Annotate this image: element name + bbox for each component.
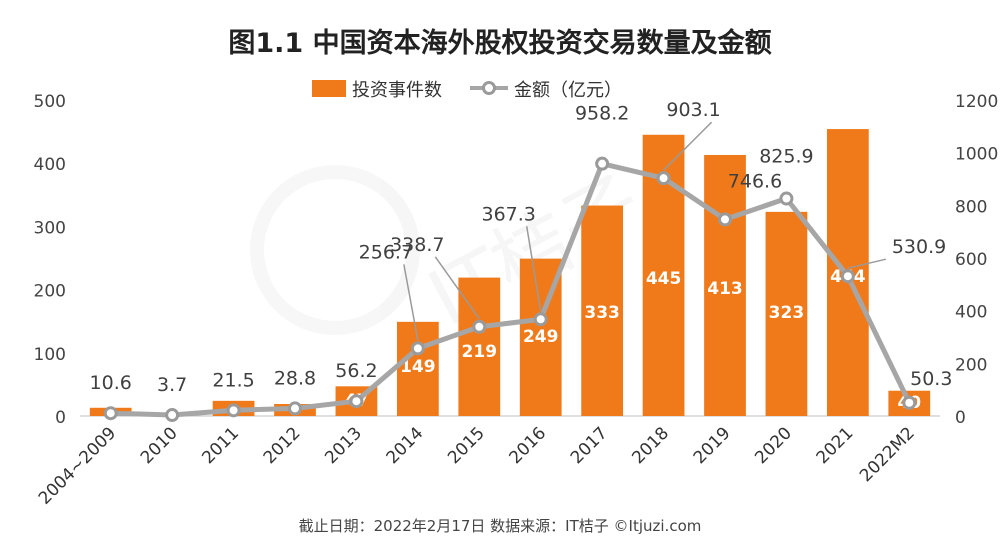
x-tick-label: 2011 bbox=[198, 423, 243, 468]
line-value-label: 56.2 bbox=[335, 360, 377, 382]
line-value-label: 903.1 bbox=[666, 99, 720, 121]
bar bbox=[581, 205, 624, 416]
line-point bbox=[595, 156, 610, 171]
bars: 4714921924933344541332345440 bbox=[89, 129, 931, 416]
bar-value-label: 413 bbox=[707, 279, 743, 299]
y-right-tick: 200 bbox=[955, 355, 987, 375]
x-tick-label: 2013 bbox=[321, 423, 366, 468]
legend: 投资事件数 金额（亿元） bbox=[312, 80, 622, 101]
line-value-label: 367.3 bbox=[482, 203, 536, 225]
legend-bar-label: 投资事件数 bbox=[352, 80, 442, 101]
x-tick-label: 2015 bbox=[444, 423, 489, 468]
x-tick-label: 2017 bbox=[567, 423, 612, 468]
bar-value-label: 249 bbox=[523, 327, 559, 347]
line-value-label: 530.9 bbox=[892, 236, 946, 258]
line-value-label: 746.6 bbox=[728, 170, 782, 192]
bar bbox=[704, 154, 746, 416]
line-series-path bbox=[110, 161, 912, 418]
y-left-tick: 100 bbox=[34, 345, 66, 365]
bar bbox=[458, 277, 501, 416]
bar-value-label: 323 bbox=[769, 303, 805, 323]
y-right-tick: 1200 bbox=[955, 92, 998, 112]
x-tick-label: 2018 bbox=[628, 423, 673, 468]
line-value-label: 3.7 bbox=[157, 374, 187, 396]
bar-value-label: 445 bbox=[646, 269, 682, 289]
line-point bbox=[410, 341, 425, 356]
x-tick-label: 2010 bbox=[137, 423, 182, 468]
x-tick-label: 2019 bbox=[690, 423, 735, 468]
y-right-tick: 0 bbox=[955, 408, 966, 428]
line-value-label: 256.7 bbox=[359, 241, 413, 263]
chart-title: 图1.1 中国资本海外股权投资交易数量及金额 bbox=[228, 27, 771, 59]
y-right-tick: 600 bbox=[955, 250, 987, 270]
y-left-tick: 500 bbox=[34, 92, 66, 112]
x-tick-label: 2022M2 bbox=[856, 423, 919, 486]
line-value-label: 958.2 bbox=[575, 103, 629, 125]
line-point bbox=[165, 408, 180, 423]
bar-value-label: 333 bbox=[584, 303, 620, 323]
x-tick-label: 2012 bbox=[260, 423, 305, 468]
y-right-tick: 400 bbox=[955, 303, 987, 323]
x-tick-label: 2020 bbox=[751, 423, 796, 468]
x-axis-labels: 2004~2009 2010 2011 2012 2013 2014 2015 2016 201… bbox=[35, 423, 919, 508]
y-left-tick: 200 bbox=[34, 282, 66, 302]
line-value-label: 50.3 bbox=[910, 368, 952, 390]
bar bbox=[765, 211, 808, 416]
line-point bbox=[472, 319, 487, 334]
line-point bbox=[656, 171, 671, 186]
y-left-tick: 300 bbox=[34, 218, 66, 238]
line-point bbox=[288, 401, 302, 416]
leader-line bbox=[847, 258, 887, 269]
line-point bbox=[349, 394, 364, 409]
y-left-tick: 0 bbox=[55, 408, 66, 428]
line-value-label: 338.7 bbox=[390, 234, 444, 256]
line-point bbox=[533, 312, 548, 327]
legend-bar-swatch bbox=[312, 80, 346, 97]
y-right-tick: 1000 bbox=[955, 145, 998, 165]
line-value-label: 825.9 bbox=[759, 146, 813, 168]
x-tick-label: 2014 bbox=[383, 423, 428, 468]
line-point bbox=[103, 406, 118, 421]
bar-value-label: 219 bbox=[462, 342, 498, 362]
leader-line bbox=[663, 121, 713, 171]
x-tick-label: 2021 bbox=[813, 423, 858, 468]
y-left-tick: 400 bbox=[34, 155, 66, 175]
line-point bbox=[840, 269, 855, 284]
line-point bbox=[902, 395, 917, 410]
legend-line-marker bbox=[482, 81, 496, 95]
y-right-tick: 800 bbox=[955, 197, 987, 217]
bar-value-label: 149 bbox=[400, 357, 436, 377]
line-point bbox=[226, 403, 241, 418]
line-value-label: 10.6 bbox=[90, 372, 132, 394]
footer-source: 截止日期：2022年2月17日 数据来源：IT桔子 ©Itjuzi.com bbox=[299, 517, 702, 535]
leader-line bbox=[434, 256, 480, 320]
line-value-label: 28.8 bbox=[274, 367, 316, 389]
leader-line bbox=[403, 264, 419, 341]
x-tick-label: 2016 bbox=[506, 423, 551, 468]
x-tick-label: 2004~2009 bbox=[35, 423, 120, 508]
legend-line-label: 金额（亿元） bbox=[514, 80, 622, 101]
line-value-label: 21.5 bbox=[212, 369, 254, 391]
line-point bbox=[718, 212, 732, 227]
watermark-logo-icon bbox=[250, 165, 420, 335]
line-point bbox=[779, 191, 794, 206]
leader-line bbox=[525, 226, 542, 312]
